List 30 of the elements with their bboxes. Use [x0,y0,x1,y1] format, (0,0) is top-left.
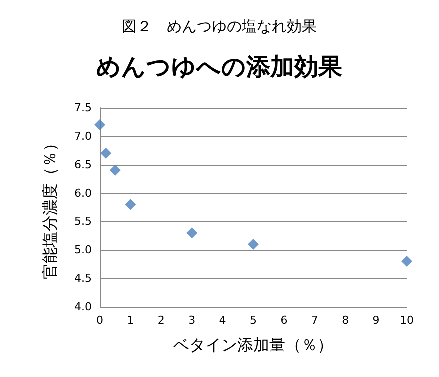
point [248,238,259,250]
x-tick-label: 8 [342,314,350,327]
point [186,228,198,239]
x-tick-label: 3 [188,314,196,327]
chart-title: 図２ めんつゆの塩なれ効果 [122,18,317,36]
y-tick-label: 6.0 [74,186,92,200]
y-tick-label: 7.0 [74,130,92,143]
y-tick-label: 6.5 [74,158,92,172]
point [110,165,121,176]
x-tick-label: 10 [400,314,414,327]
y-tick-label: 5.5 [74,215,92,228]
x-tick-label: 6 [280,314,288,327]
x-tick-label: 0 [96,314,104,327]
x-tick-label: 4 [219,314,226,327]
y-tick-label: 7.5 [74,102,92,114]
chart-subtitle: めんつゆへの添加効果 [96,53,342,81]
x-tick-label: 1 [127,314,134,327]
x-tick-label: 9 [372,314,380,327]
y-tick-label: 5.0 [74,244,92,257]
point [100,148,112,159]
point [94,120,106,131]
point [402,256,412,268]
x-tick-label: 2 [158,314,165,327]
x-axis-title: ベタイン添加量（％） [174,336,334,354]
y-tick-label: 4.5 [74,272,92,286]
x-tick-label: 5 [250,314,257,327]
point [125,199,136,210]
y-tick-label: 4.0 [74,300,92,314]
y-axis-title: 官能塩分濃度（％） [40,136,60,280]
x-tick-label: 7 [311,314,318,327]
